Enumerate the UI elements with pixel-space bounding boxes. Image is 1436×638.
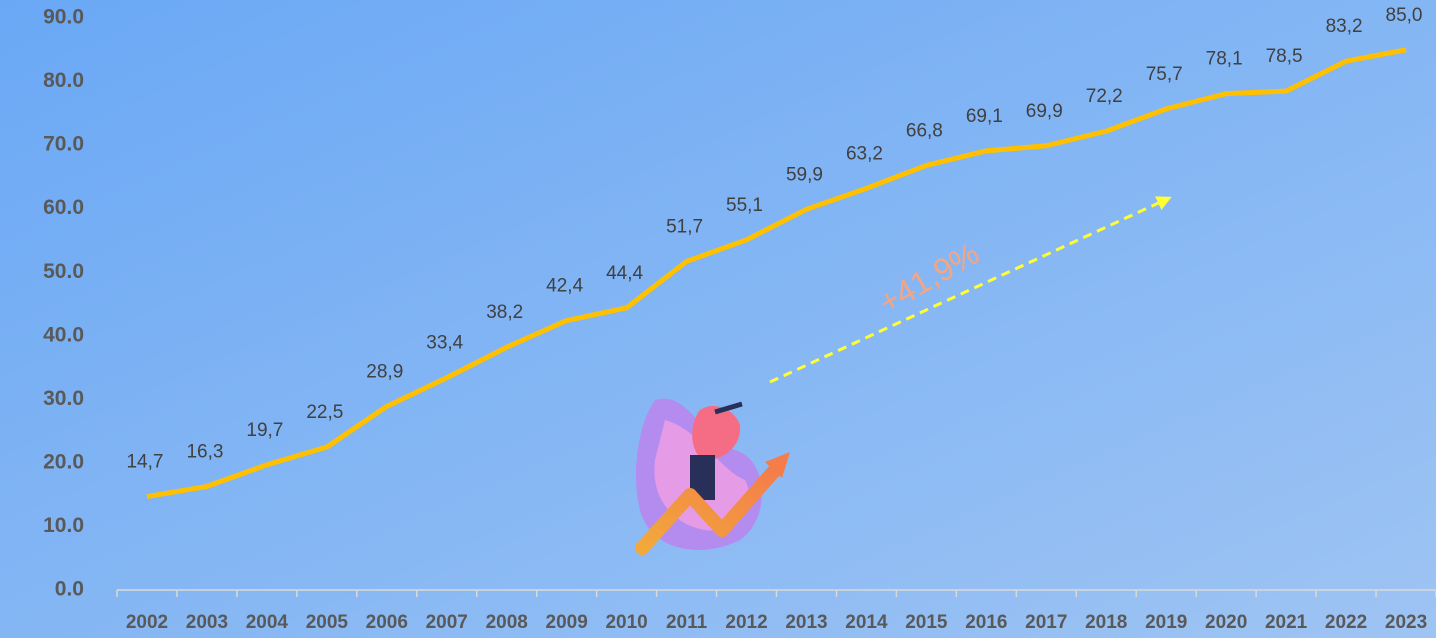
value-label: 44,4 [606, 263, 643, 284]
x-tick-label: 2002 [126, 612, 168, 633]
y-tick-label: 50.0 [43, 260, 84, 283]
x-tick-label: 2016 [965, 612, 1007, 633]
x-tick-label: 2007 [426, 612, 468, 633]
y-tick-label: 70.0 [43, 133, 84, 156]
x-tick-label: 2020 [1205, 612, 1247, 633]
value-label: 42,4 [546, 276, 583, 297]
y-tick-label: 0.0 [55, 578, 84, 601]
value-label: 63,2 [846, 143, 883, 164]
x-tick-label: 2015 [905, 612, 948, 633]
value-label: 78,1 [1206, 49, 1243, 70]
x-tick-label: 2021 [1265, 612, 1308, 633]
x-tick-label: 2003 [186, 612, 228, 633]
value-label: 85,0 [1386, 5, 1423, 26]
x-tick-label: 2010 [605, 612, 647, 633]
y-tick-label: 60.0 [43, 196, 84, 219]
value-label: 28,9 [366, 361, 403, 382]
y-tick-label: 20.0 [43, 450, 84, 473]
y-tick-label: 90.0 [43, 6, 84, 29]
value-label: 14,7 [126, 452, 163, 473]
x-tick-label: 2006 [366, 612, 408, 633]
x-tick-label: 2014 [845, 612, 888, 633]
value-label: 19,7 [246, 420, 283, 441]
value-label: 51,7 [666, 216, 703, 237]
value-label: 38,2 [486, 302, 523, 323]
x-tick-label: 2017 [1025, 612, 1067, 633]
y-tick-label: 80.0 [43, 69, 84, 92]
value-label: 55,1 [726, 195, 763, 216]
illustration [635, 398, 790, 555]
value-label: 75,7 [1146, 64, 1183, 85]
y-tick-label: 40.0 [43, 323, 84, 346]
x-tick-label: 2008 [486, 612, 528, 633]
value-label: 78,5 [1266, 46, 1303, 67]
x-tick-label: 2011 [666, 612, 708, 633]
value-label: 33,4 [426, 333, 463, 354]
line [146, 47, 1407, 500]
x-tick-label: 2009 [546, 612, 588, 633]
x-tick-label: 2004 [246, 612, 289, 633]
value-label: 69,1 [966, 106, 1003, 127]
x-tick-label: 2019 [1145, 612, 1187, 633]
x-tick-label: 2012 [725, 612, 767, 633]
value-label: 83,2 [1326, 16, 1363, 37]
x-tick-label: 2005 [306, 612, 349, 633]
trend-arrow [769, 196, 1172, 384]
value-label: 22,5 [306, 402, 343, 423]
value-label: 72,2 [1086, 86, 1123, 107]
value-label: 66,8 [906, 120, 943, 141]
x-tick-label: 2018 [1085, 612, 1127, 633]
x-tick-label: 2023 [1385, 612, 1427, 633]
value-label: 69,9 [1026, 101, 1063, 122]
y-tick-label: 10.0 [43, 514, 84, 537]
value-label: 59,9 [786, 164, 823, 185]
x-tick-label: 2022 [1325, 612, 1367, 633]
x-tick-label: 2013 [785, 612, 827, 633]
y-tick-label: 30.0 [43, 387, 84, 410]
value-label: 16,3 [186, 441, 223, 462]
